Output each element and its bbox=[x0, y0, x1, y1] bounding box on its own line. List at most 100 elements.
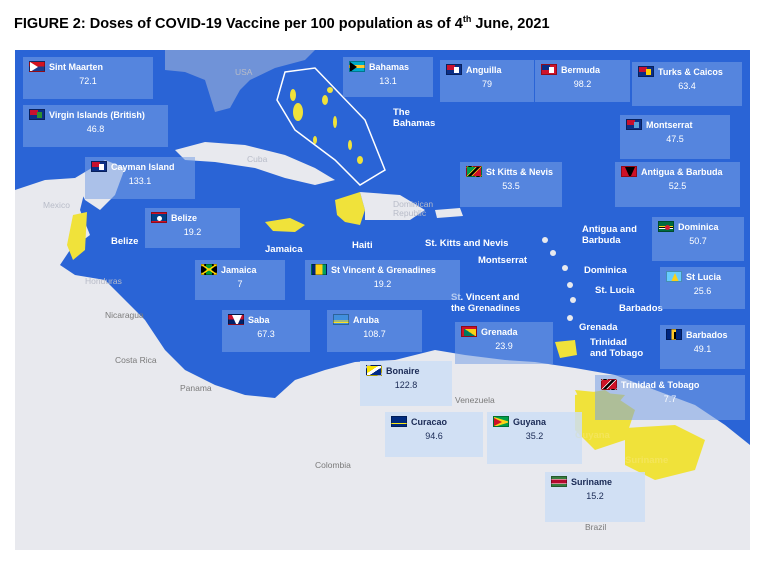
country-value: 7.7 bbox=[663, 394, 677, 404]
map-label-costa-rica: Costa Rica bbox=[115, 355, 157, 365]
belize-flag bbox=[151, 212, 167, 223]
country-value: 63.4 bbox=[678, 81, 696, 91]
map-label-st-kitts-nevis: St. Kitts and Nevis bbox=[425, 238, 509, 249]
country-value: 98.2 bbox=[573, 79, 592, 89]
country-name: Montserrat bbox=[646, 119, 693, 130]
country-value: 25.6 bbox=[693, 286, 712, 296]
map-label-montserrat: Montserrat bbox=[478, 255, 528, 266]
data-box-guyana: Guyana 35.2 bbox=[487, 412, 582, 464]
curacao-flag bbox=[391, 416, 407, 427]
map-label-jamaica: Jamaica bbox=[265, 244, 303, 255]
country-value: 46.8 bbox=[86, 124, 105, 134]
bonaire-flag bbox=[366, 365, 382, 376]
title-sup: th bbox=[462, 14, 472, 24]
st-lucia-flag bbox=[666, 271, 682, 282]
country-value: 7 bbox=[237, 279, 243, 289]
title-suffix: June, 2021 bbox=[471, 15, 550, 32]
country-name: Bermuda bbox=[561, 64, 601, 75]
country-name: Antigua & Barbuda bbox=[641, 166, 723, 177]
country-name: Suriname bbox=[571, 476, 613, 487]
country-value: 52.5 bbox=[668, 181, 687, 191]
country-name: Virgin Islands (British) bbox=[49, 109, 145, 120]
map-label-haiti: Haiti bbox=[352, 240, 373, 251]
dominican-republic-shape bbox=[360, 192, 425, 220]
country-value: 35.2 bbox=[525, 431, 544, 441]
map-label-dominican-republic: Dominican Republic bbox=[393, 199, 434, 218]
caribbean-map: USA The Bahamas Cuba Mexico Dominican Re… bbox=[15, 50, 750, 550]
data-box-antigua: Antigua & Barbuda 52.5 bbox=[615, 162, 740, 207]
country-name: Saba bbox=[248, 314, 270, 325]
country-value: 94.6 bbox=[425, 431, 443, 441]
country-value: 122.8 bbox=[394, 380, 418, 390]
data-box-dominica: Dominica 50.7 bbox=[652, 217, 744, 261]
country-name: Jamaica bbox=[221, 264, 257, 275]
map-label-nicaragua: Nicaragua bbox=[105, 310, 144, 320]
data-box-suriname: Suriname 15.2 bbox=[545, 472, 645, 522]
data-box-anguilla: Anguilla 79 bbox=[440, 60, 534, 102]
data-box-barbados: Barbados 49.1 bbox=[660, 325, 745, 369]
country-name: Guyana bbox=[513, 416, 547, 427]
map-label-st-vincent: St. Vincent and the Grenadines bbox=[451, 292, 521, 314]
title-prefix: FIGURE 2: Doses of COVID-19 Vaccine per … bbox=[14, 15, 463, 32]
map-label-belize: Belize bbox=[111, 236, 139, 247]
country-name: Aruba bbox=[353, 314, 380, 325]
data-box-aruba: Aruba 108.7 bbox=[327, 310, 422, 352]
figure-title: FIGURE 2: Doses of COVID-19 Vaccine per … bbox=[14, 14, 550, 32]
grenada-flag bbox=[461, 326, 477, 337]
map-label-mexico: Mexico bbox=[43, 200, 70, 210]
country-name: Curacao bbox=[411, 416, 448, 427]
country-name: St Lucia bbox=[686, 271, 722, 282]
anguilla-flag bbox=[446, 64, 462, 75]
country-value: 49.1 bbox=[693, 344, 712, 354]
country-name: St Vincent & Grenadines bbox=[331, 264, 436, 275]
map-label-usa: USA bbox=[235, 67, 253, 77]
map-label-barbados: Barbados bbox=[619, 303, 663, 314]
country-name: Barbados bbox=[686, 329, 728, 340]
puerto-rico-shape bbox=[435, 208, 463, 218]
data-box-montserrat: Montserrat 47.5 bbox=[620, 115, 730, 159]
cuba-shape bbox=[175, 142, 335, 185]
guyana-flag bbox=[493, 416, 509, 427]
antigua-flag bbox=[621, 166, 637, 177]
country-value: 79 bbox=[481, 79, 492, 89]
country-name: Dominica bbox=[678, 221, 719, 232]
data-box-sint-maarten: Sint Maarten 72.1 bbox=[23, 57, 153, 99]
data-box-saba: Saba 67.3 bbox=[222, 310, 310, 352]
country-name: Cayman Island bbox=[111, 161, 175, 172]
jamaica-flag bbox=[201, 264, 217, 275]
turks-caicos-flag bbox=[638, 66, 654, 77]
country-value: 19.2 bbox=[183, 227, 202, 237]
map-label-the-bahamas: The Bahamas bbox=[393, 107, 436, 129]
barbados-flag bbox=[666, 329, 682, 340]
map-label-dominica: Dominica bbox=[584, 265, 627, 276]
country-name: Sint Maarten bbox=[49, 61, 104, 72]
country-name: Trinidad & Tobago bbox=[621, 379, 700, 390]
country-value: 19.2 bbox=[373, 279, 392, 289]
data-box-st-kitts: St Kitts & Nevis 53.5 bbox=[460, 162, 562, 207]
country-name: Belize bbox=[171, 212, 198, 223]
map-label-grenada: Grenada bbox=[579, 322, 618, 333]
map-label-brazil: Brazil bbox=[585, 522, 607, 532]
map-label-cuba: Cuba bbox=[247, 154, 268, 164]
map-label-suriname: Suriname bbox=[625, 455, 669, 466]
bahamas-flag bbox=[349, 61, 365, 72]
data-box-bvi: Virgin Islands (British) 46.8 bbox=[23, 105, 168, 147]
suriname-flag bbox=[551, 476, 567, 487]
map-label-guyana: Guyana bbox=[575, 430, 610, 441]
country-value: 53.5 bbox=[502, 181, 520, 191]
cayman-flag bbox=[91, 161, 107, 172]
saba-flag bbox=[228, 314, 244, 325]
map-label-honduras: Honduras bbox=[85, 276, 122, 286]
data-box-st-vincent: St Vincent & Grenadines 19.2 bbox=[305, 260, 460, 300]
haiti-shape bbox=[335, 192, 365, 225]
st-kitts-flag bbox=[466, 166, 482, 177]
trinidad-flag bbox=[601, 379, 617, 390]
country-name: Anguilla bbox=[466, 64, 502, 75]
map-label-colombia: Colombia bbox=[315, 460, 351, 470]
dominica-flag bbox=[658, 221, 674, 232]
st-vincent-flag bbox=[311, 264, 327, 275]
country-value: 67.3 bbox=[257, 329, 275, 339]
country-value: 108.7 bbox=[363, 329, 386, 339]
map-label-venezuela: Venezuela bbox=[455, 395, 495, 405]
data-box-jamaica: Jamaica 7 bbox=[195, 260, 285, 300]
